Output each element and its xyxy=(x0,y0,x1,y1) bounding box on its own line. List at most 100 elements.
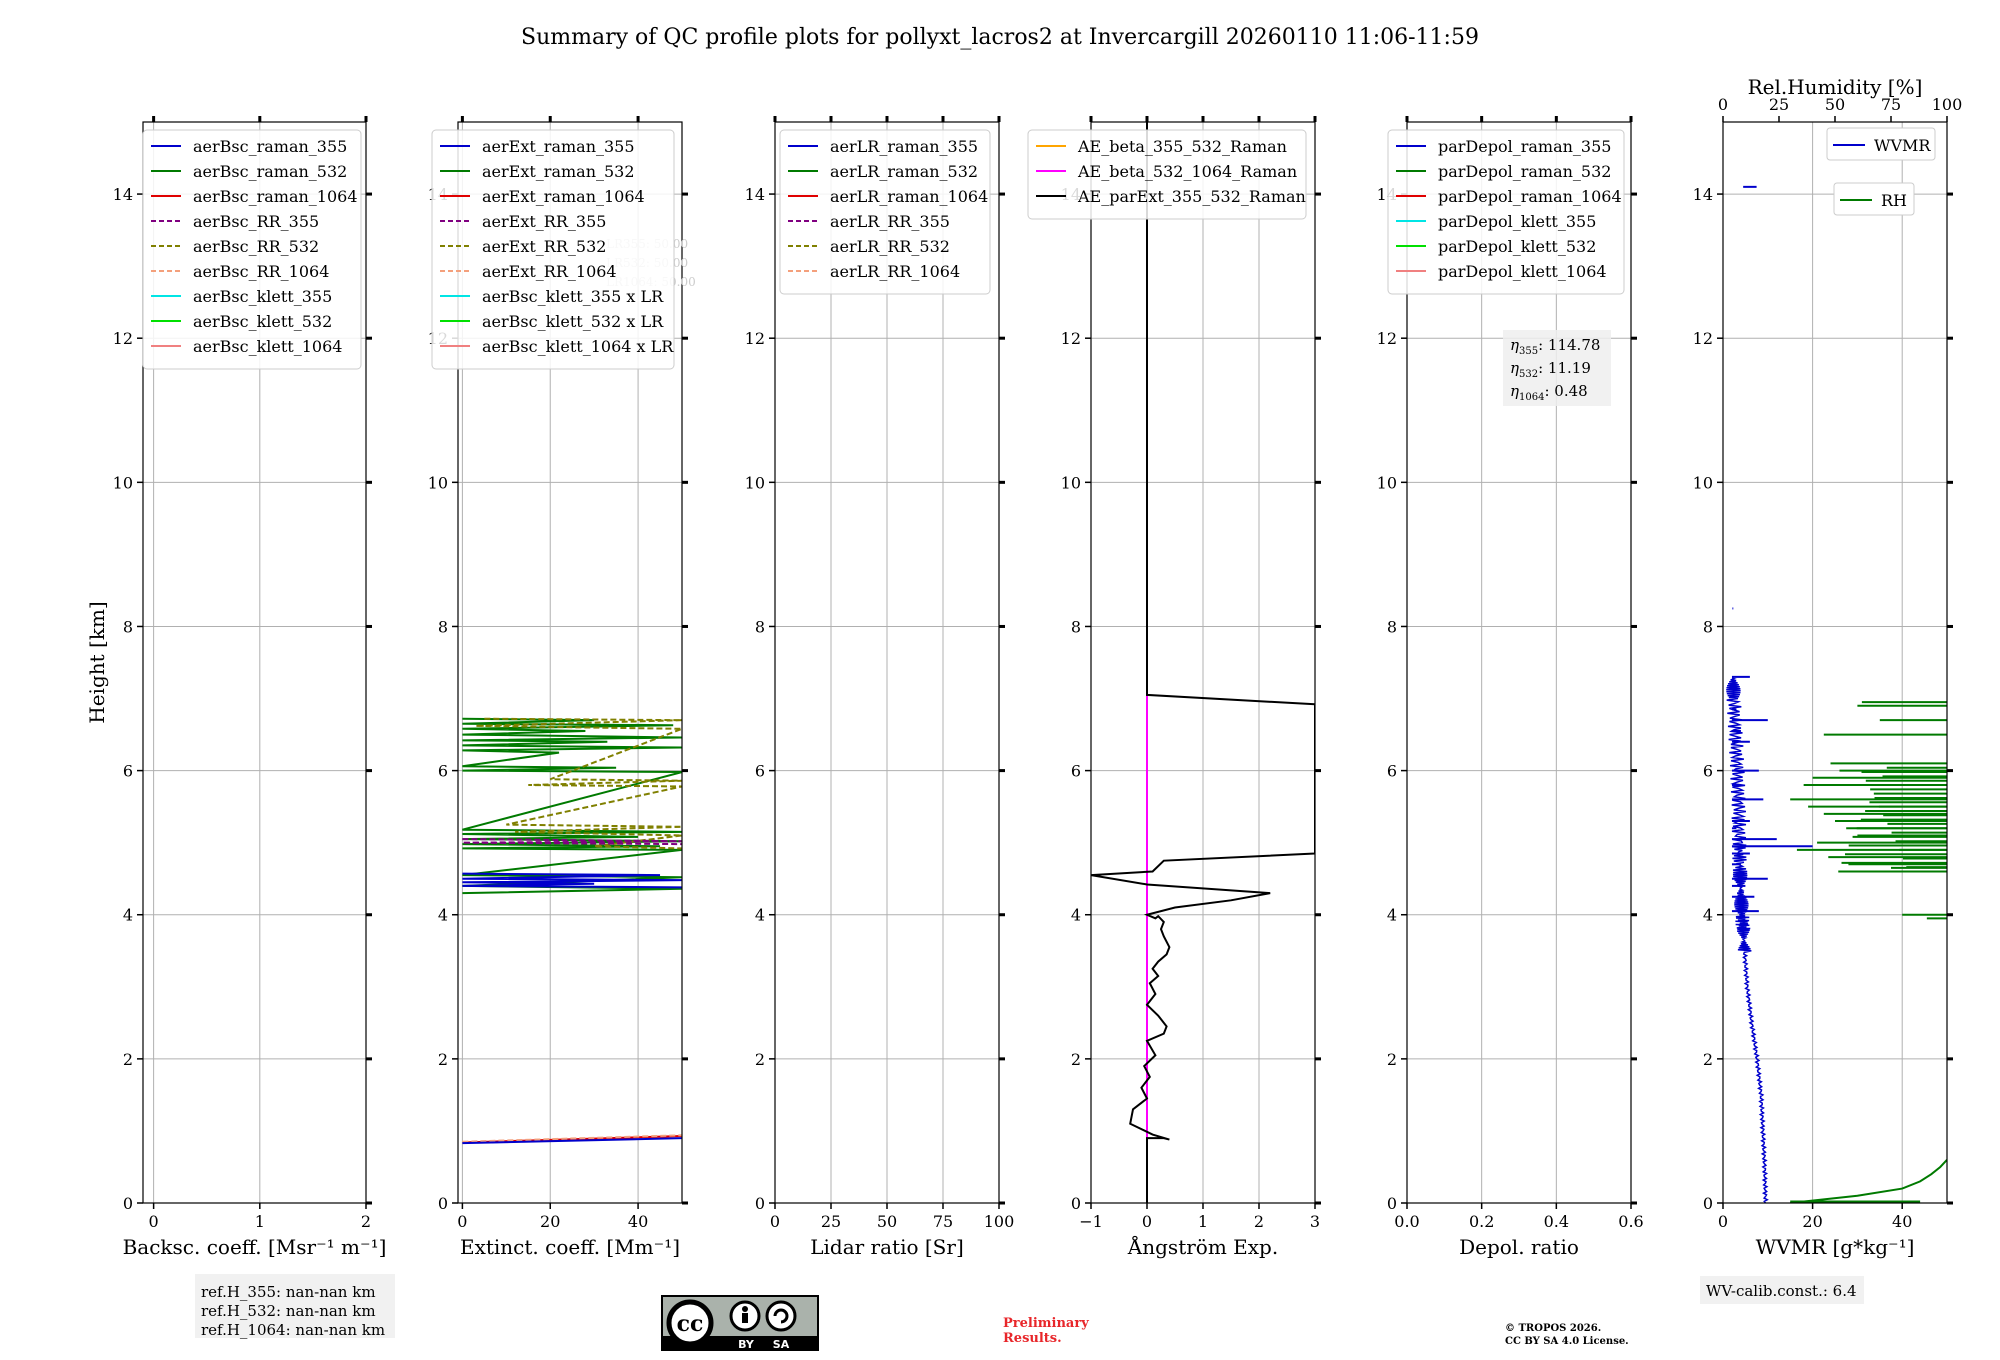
ytick-label: 0 xyxy=(755,1194,765,1213)
xtick-label: 0.0 xyxy=(1394,1212,1419,1231)
xtick-label: 0 xyxy=(149,1212,159,1231)
legend-label: aerExt_RR_532 xyxy=(482,237,606,256)
eta-symbol: η xyxy=(1510,382,1519,400)
sa-share-icon xyxy=(767,1302,795,1330)
ytick-label: 12 xyxy=(113,329,133,348)
ytick-label: 8 xyxy=(1071,617,1081,636)
xtick-label: 1 xyxy=(255,1212,265,1231)
legend-lr: aerLR_raman_355aerLR_raman_532aerLR_rama… xyxy=(780,130,990,294)
ytick-label: 0 xyxy=(438,1194,448,1213)
ytick-label: 10 xyxy=(428,473,448,492)
xlabel-lr: Lidar ratio [Sr] xyxy=(810,1235,964,1259)
xtick-label: 1 xyxy=(1198,1212,1208,1231)
figure-title: Summary of QC profile plots for pollyxt_… xyxy=(521,25,1479,50)
xtick-label: 40 xyxy=(1892,1212,1912,1231)
legend-bsc: aerBsc_raman_355 aerBsc_raman_532 aerBsc_r… xyxy=(143,130,361,369)
ylabel: Height [km] xyxy=(85,601,109,723)
ytick-label: 14 xyxy=(113,185,133,204)
ytick-label: 2 xyxy=(1387,1050,1397,1069)
legend-label: aerLR_raman_532 xyxy=(830,162,978,181)
ytick-label: 6 xyxy=(1703,762,1713,781)
legend-label: aerBsc_raman_355 xyxy=(193,137,347,156)
xtick-top-label: 0 xyxy=(1718,95,1728,114)
cc-license-badge: cc BY SA xyxy=(662,1296,818,1351)
ytick-label: 6 xyxy=(755,762,765,781)
legend-label: aerBsc_RR_1064 xyxy=(193,262,329,281)
legend-label: WVMR xyxy=(1874,136,1931,155)
ytick-label: 8 xyxy=(1703,617,1713,636)
panels: 024681012140 1 2Backsc. coeff. [Msr⁻¹ m⁻¹]… xyxy=(85,75,1962,1259)
panel-lr: 024681012140 25 50 75 100Lidar ratio [Sr]aer… xyxy=(745,116,1015,1259)
legend-wvmr: WVMR xyxy=(1827,128,1935,160)
legend-label: parDepol_klett_355 xyxy=(1438,212,1596,231)
legend-label: parDepol_raman_1064 xyxy=(1438,187,1622,206)
xtick-label: −1 xyxy=(1079,1212,1103,1231)
eta-symbol: η xyxy=(1510,336,1519,354)
ytick-label: 8 xyxy=(755,617,765,636)
eta-subscript: 355 xyxy=(1519,346,1538,357)
ytick-label: 0 xyxy=(1703,1194,1713,1213)
legend-ae: AE_beta_355_532_RamanAE_beta_532_1064_Ra… xyxy=(1028,130,1306,219)
legend-label: aerLR_raman_1064 xyxy=(830,187,988,206)
legend-label: aerBsc_raman_532 xyxy=(193,162,347,181)
ytick-label: 0 xyxy=(1387,1194,1397,1213)
series-wvmr-profile xyxy=(1726,678,1767,1203)
ytick-label: 8 xyxy=(438,617,448,636)
xlabel-depol: Depol. ratio xyxy=(1459,1235,1579,1259)
ytick-label: 4 xyxy=(1387,906,1397,925)
legend-label: parDepol_klett_1064 xyxy=(1438,262,1607,281)
xtick-label: 0 xyxy=(457,1212,467,1231)
sa-label: SA xyxy=(773,1338,790,1351)
ytick-label: 6 xyxy=(123,762,133,781)
xtick-label: 0.4 xyxy=(1544,1212,1569,1231)
by-label: BY xyxy=(738,1338,755,1351)
xtick-label: 25 xyxy=(821,1212,841,1231)
legend-label: aerBsc_klett_532 xyxy=(193,312,332,331)
legend-label: aerLR_RR_355 xyxy=(830,212,950,231)
legend-label: aerExt_RR_1064 xyxy=(482,262,617,281)
xtick-label: 0 xyxy=(1718,1212,1728,1231)
axes-frame-wv xyxy=(1723,122,1947,1203)
ytick-label: 2 xyxy=(1703,1050,1713,1069)
xtick-label: 0 xyxy=(770,1212,780,1231)
copyright-line2: CC BY SA 4.0 License. xyxy=(1505,1336,1629,1347)
ytick-label: 4 xyxy=(1703,906,1713,925)
series-group-ext xyxy=(462,719,682,1143)
legend-label: RH xyxy=(1881,191,1907,210)
ytick-label: 8 xyxy=(123,617,133,636)
legend-label: aerBsc_RR_355 xyxy=(193,212,319,231)
ytick-label: 2 xyxy=(755,1050,765,1069)
ytick-label: 10 xyxy=(745,473,765,492)
xtick-label: 3 xyxy=(1310,1212,1320,1231)
preliminary-line1: Preliminary xyxy=(1003,1316,1089,1331)
eta-value: : 11.19 xyxy=(1538,359,1591,377)
legend-ext: aerExt_raman_355aerExt_raman_532aerExt_r… xyxy=(432,130,674,369)
ytick-label: 6 xyxy=(1387,762,1397,781)
ytick-label: 0 xyxy=(123,1194,133,1213)
ytick-label: 4 xyxy=(123,906,133,925)
eta-symbol: η xyxy=(1510,359,1519,377)
refh-box: ref.H_355: nan-nan km ref.H_532: nan-nan… xyxy=(195,1274,395,1339)
xlabel-wv: WVMR [g*kg⁻¹] xyxy=(1756,1235,1915,1259)
ytick-label: 10 xyxy=(1377,473,1397,492)
copyright-line1: © TROPOS 2026. xyxy=(1505,1323,1601,1334)
by-person-head xyxy=(742,1306,748,1312)
legend-label: aerExt_raman_1064 xyxy=(482,187,645,206)
cc-logo-text: cc xyxy=(677,1311,704,1337)
ytick-label: 2 xyxy=(1071,1050,1081,1069)
refh-355: ref.H_355: nan-nan km xyxy=(201,1283,376,1301)
xtick-label: 75 xyxy=(933,1212,953,1231)
ytick-label: 2 xyxy=(438,1050,448,1069)
panel-wv: 024681012140 20 40WVMR [g*kg⁻¹]0 25 50 75 100R… xyxy=(1693,75,1963,1259)
xtick-label: 0.2 xyxy=(1469,1212,1494,1231)
ytick-label: 10 xyxy=(113,473,133,492)
legend-label: AE_beta_355_532_Raman xyxy=(1077,137,1287,156)
legend-label: parDepol_klett_532 xyxy=(1438,237,1596,256)
wv-calib-box: WV-calib.const.: 6.4 xyxy=(1700,1276,1864,1304)
legend-label: aerBsc_RR_532 xyxy=(193,237,319,256)
xlabel-top-rh: Rel.Humidity [%] xyxy=(1748,75,1923,99)
eta-value: : 114.78 xyxy=(1538,336,1600,354)
